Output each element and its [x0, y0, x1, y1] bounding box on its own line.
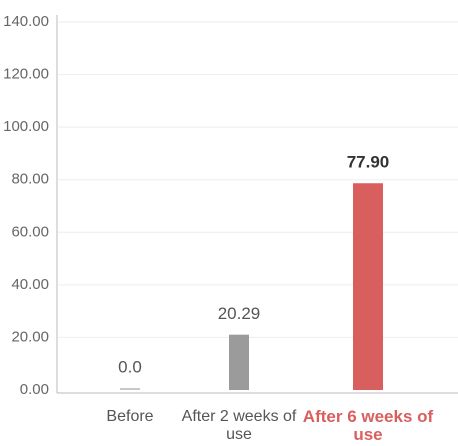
- x-tick-label: After 2 weeks of use: [181, 408, 297, 443]
- y-tick-label: 40.00: [11, 276, 49, 293]
- y-tick-label: 120.00: [3, 66, 49, 83]
- data-label: 20.29: [218, 304, 261, 323]
- y-tick-label: 100.00: [3, 118, 49, 135]
- x-tick-label: Before: [106, 408, 154, 425]
- data-label: 0.0: [118, 357, 142, 376]
- bar: [229, 334, 249, 390]
- y-tick-label: 60.00: [11, 223, 49, 240]
- x-tick-label: After 6 weeks of use: [302, 407, 434, 444]
- y-tick-label: 80.00: [11, 171, 49, 188]
- y-tick-label: 140.00: [3, 13, 49, 30]
- bar: [353, 183, 383, 390]
- y-tick-label: 0.00: [20, 381, 49, 398]
- data-label: 77.90: [347, 153, 390, 172]
- bar: [120, 388, 140, 390]
- y-tick-label: 20.00: [11, 328, 49, 345]
